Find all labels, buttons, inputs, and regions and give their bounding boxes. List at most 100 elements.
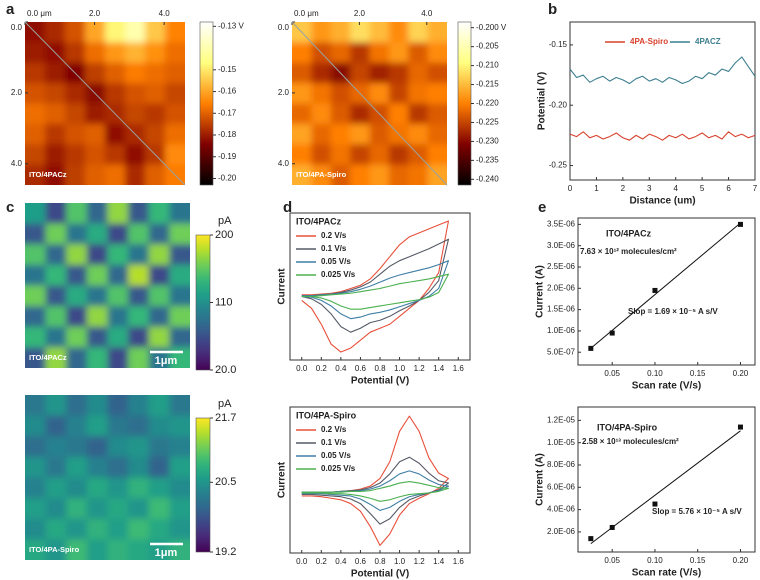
heatmap-cell — [128, 244, 150, 266]
heatmap-cell — [369, 123, 390, 145]
colorbar-tick-label: -0.205 — [476, 42, 499, 51]
heatmap-cell — [25, 42, 46, 64]
heatmap-cell — [25, 83, 46, 104]
heatmap-cell — [45, 164, 66, 185]
heatmap-cell — [25, 347, 47, 368]
heatmap-cell — [25, 223, 47, 245]
y-tick-label: 2.0E-06 — [547, 283, 576, 292]
heatmap-cell — [128, 326, 150, 348]
heatmap-cell — [66, 498, 88, 520]
heatmap-cell — [169, 223, 190, 245]
y-tick-label: 5.0E-07 — [547, 347, 576, 356]
heatmap-cell — [45, 477, 67, 499]
x-tick-label: 4.0 — [159, 9, 171, 18]
annotation: ITO/4PACz — [606, 228, 652, 238]
heatmap-cell — [169, 244, 190, 266]
heatmap-cell — [350, 123, 370, 145]
x-tick-label: 0.8 — [374, 364, 386, 373]
y-axis-label: Current — [277, 461, 288, 498]
heatmap-cell — [45, 203, 67, 225]
heatmap-cell — [65, 22, 86, 43]
heatmap-cell — [45, 264, 67, 286]
heatmap-cell — [427, 144, 447, 166]
heatmap-cell — [408, 164, 429, 185]
x-tick-label: 1.2 — [414, 557, 426, 566]
profile-line — [24, 21, 186, 186]
heatmap — [25, 395, 190, 560]
heatmap-cell — [408, 83, 429, 104]
heatmap-cell — [148, 415, 170, 437]
x-tick-label: 0.15 — [690, 556, 706, 565]
y-tick-label: 1.0E-06 — [547, 326, 576, 335]
heatmap-cell — [86, 518, 108, 540]
y-axis-label: Potential (V) — [537, 72, 548, 130]
colorbar-tick-label: -0.20 — [218, 174, 237, 183]
colorbar-tick-label: 110 — [215, 296, 233, 308]
x-tick-label: 0.20 — [733, 556, 749, 565]
heatmap-cell — [45, 223, 67, 245]
heatmap-cell — [128, 436, 150, 458]
heatmap-cell — [45, 62, 66, 84]
heatmap-cell — [330, 164, 351, 185]
heatmap-cell — [86, 415, 108, 437]
heatmap-cell — [311, 164, 332, 185]
heatmap-cell — [107, 477, 129, 499]
heatmap-cell — [408, 42, 429, 64]
annotation: 2.58 × 10¹³ molecules/cm² — [582, 437, 679, 446]
map-label: ITO/4PA-Spiro — [296, 170, 347, 179]
heatmap-cell — [85, 103, 106, 125]
x-tick-label: 5 — [700, 184, 705, 193]
heatmap-cell — [45, 306, 67, 328]
heatmap-cell — [169, 285, 190, 307]
heatmap-cell — [292, 83, 312, 104]
series-line — [301, 480, 450, 502]
heatmap-cell — [128, 456, 150, 478]
data-point — [609, 524, 615, 530]
heatmap-cell — [45, 83, 66, 104]
heatmap-cell — [125, 42, 146, 64]
colorbar-tick-label: -0.16 — [218, 87, 237, 96]
heatmap-cell — [388, 62, 409, 84]
heatmap-cell — [330, 123, 351, 145]
plot-frame — [569, 21, 756, 181]
heatmap-cell — [128, 306, 150, 328]
data-point — [588, 345, 594, 351]
y-tick-label: 2.5E-06 — [547, 262, 576, 271]
colorbar-tick-label: 20.5 — [215, 476, 236, 488]
heatmap-cell — [330, 83, 351, 104]
heatmap-cell — [107, 518, 129, 540]
heatmap-cell — [148, 203, 170, 225]
heatmap-cell — [125, 164, 146, 185]
heatmap-cell — [45, 244, 67, 266]
heatmap-cell — [66, 203, 88, 225]
heatmap-cell — [148, 264, 170, 286]
heatmap-cell — [86, 203, 108, 225]
plot-frame — [577, 406, 756, 553]
y-tick-label: 1.0E-05 — [547, 438, 576, 447]
colorbar-title: pA — [218, 215, 232, 227]
heatmap-cell — [86, 306, 108, 328]
heatmap-cell — [169, 518, 190, 540]
heatmap-cell — [169, 264, 190, 286]
heatmap-cell — [408, 123, 429, 145]
heatmap-cells — [25, 395, 190, 560]
heatmap-cell — [107, 456, 129, 478]
heatmap-cell — [292, 123, 312, 145]
heatmap-cell — [145, 103, 166, 125]
heatmap-cell — [350, 164, 370, 185]
heatmap-cell — [330, 144, 351, 166]
heatmap-cell — [105, 83, 126, 104]
x-tick-label: 0 — [568, 184, 573, 193]
heatmap-cell — [125, 103, 146, 125]
heatmap-cell — [86, 436, 108, 458]
heatmap-cell — [25, 326, 47, 348]
heatmap-cell — [107, 539, 129, 560]
heatmap-cell — [350, 103, 370, 125]
x-axis-label: Potential (V) — [351, 569, 409, 580]
x-tick-label: 3 — [647, 184, 652, 193]
heatmap-cell — [65, 144, 86, 166]
annotation: Slop = 1.69 × 10⁻⁵ A s/V — [628, 307, 718, 316]
colorbar-tick-label: 21.7 — [215, 412, 236, 424]
heatmap-cell — [169, 415, 190, 437]
colorbar — [195, 417, 211, 553]
